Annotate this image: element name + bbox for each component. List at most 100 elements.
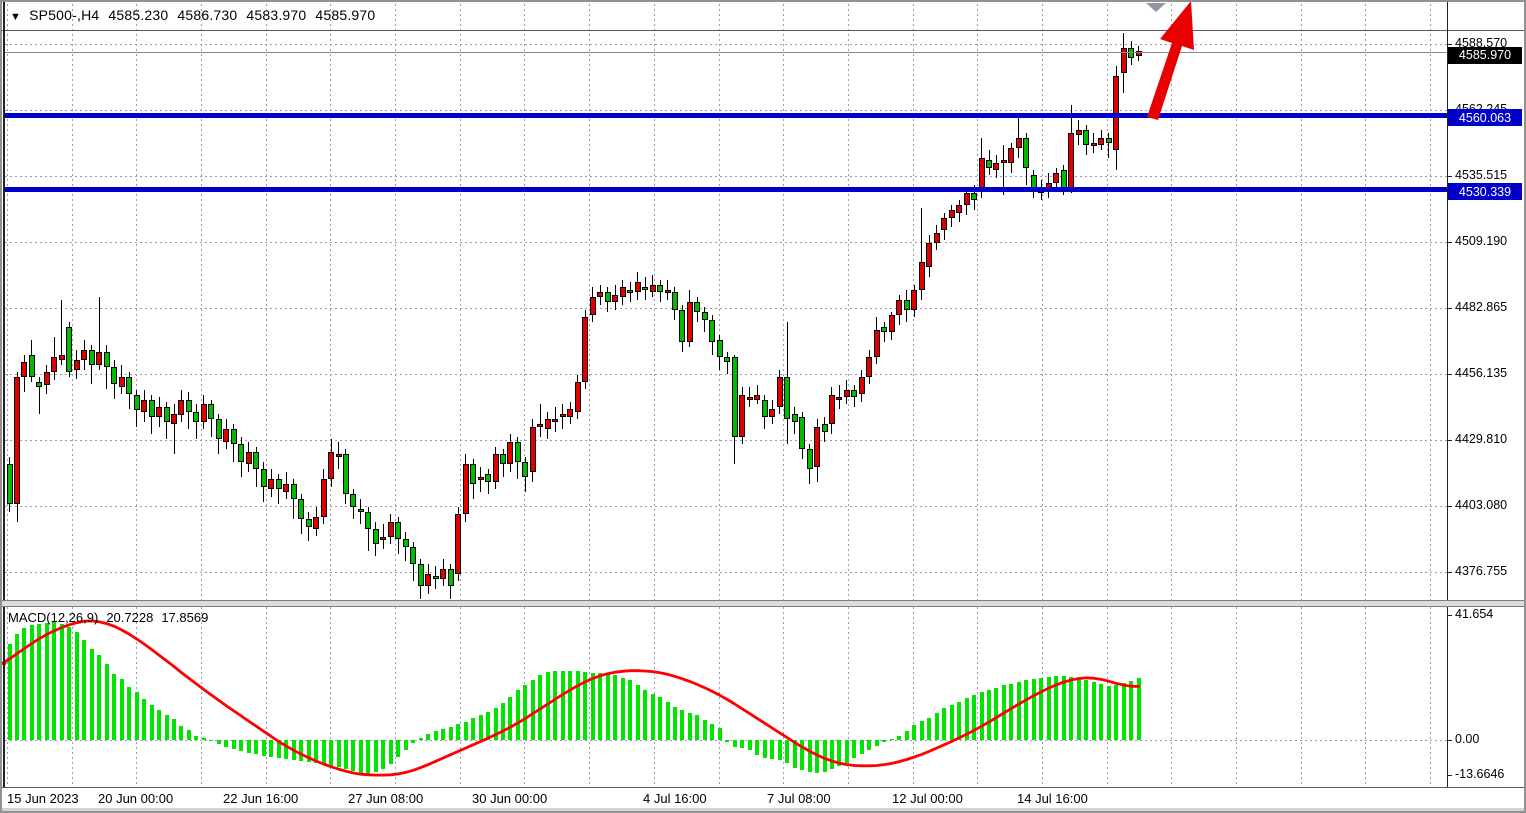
candle-up[interactable]	[814, 426, 820, 467]
candle-down[interactable]	[851, 389, 858, 397]
candle-down[interactable]	[671, 292, 678, 310]
horizontal-line-object[interactable]	[5, 187, 1447, 193]
candle-down[interactable]	[126, 377, 133, 395]
candle-up[interactable]	[245, 451, 252, 465]
candle-up[interactable]	[649, 284, 656, 293]
candle-down[interactable]	[694, 302, 701, 313]
candle-down[interactable]	[215, 419, 222, 440]
candle-down[interactable]	[986, 160, 992, 168]
candle-up[interactable]	[268, 479, 275, 490]
candle-up[interactable]	[96, 352, 103, 365]
candle-up[interactable]	[58, 354, 65, 360]
candle-down[interactable]	[357, 509, 364, 513]
horizontal-line-object[interactable]	[5, 113, 1447, 119]
candle-up[interactable]	[320, 479, 327, 517]
time-axis[interactable]: 15 Jun 2023 20 Jun 00:00 22 Jun 16:00 27 Ju…	[0, 788, 1526, 808]
candle-up[interactable]	[746, 397, 753, 400]
candle-down[interactable]	[724, 357, 731, 363]
candle-down[interactable]	[731, 357, 738, 437]
candle-up[interactable]	[739, 394, 746, 437]
candle-down[interactable]	[500, 454, 506, 465]
candle-up[interactable]	[73, 359, 80, 370]
candle-down[interactable]	[971, 192, 977, 201]
candle-up[interactable]	[1090, 142, 1097, 146]
candle-up[interactable]	[948, 210, 955, 218]
candle-down[interactable]	[799, 416, 805, 450]
candle-up[interactable]	[567, 409, 574, 417]
candle-up[interactable]	[918, 262, 925, 290]
candle-down[interactable]	[350, 494, 357, 507]
candle-up[interactable]	[933, 232, 940, 243]
candle-up[interactable]	[993, 162, 1000, 171]
candle-down[interactable]	[103, 352, 110, 368]
candle-down[interactable]	[402, 539, 409, 547]
candle-up[interactable]	[1135, 50, 1142, 56]
candle-down[interactable]	[903, 299, 910, 310]
candle-down[interactable]	[514, 441, 521, 462]
candle-up[interactable]	[664, 289, 671, 293]
candle-down[interactable]	[716, 339, 723, 358]
candle-up[interactable]	[574, 382, 581, 412]
candle-up[interactable]	[836, 397, 843, 400]
candle-down[interactable]	[784, 377, 791, 420]
price-axis[interactable]: 4588.5704562.2454535.5154509.1904482.865…	[1447, 0, 1526, 788]
candle-up[interactable]	[896, 299, 903, 315]
candle-up[interactable]	[462, 464, 469, 514]
candle-down[interactable]	[275, 479, 282, 490]
candle-up[interactable]	[529, 426, 536, 472]
candle-up[interactable]	[941, 217, 948, 231]
candle-down[interactable]	[1083, 130, 1090, 146]
candle-down[interactable]	[36, 382, 43, 387]
candle-up[interactable]	[477, 476, 484, 480]
candle-up[interactable]	[141, 399, 148, 412]
candle-up[interactable]	[963, 192, 970, 206]
candle-up[interactable]	[1068, 132, 1075, 188]
candle-up[interactable]	[754, 394, 761, 400]
candle-up[interactable]	[956, 205, 963, 213]
candle-up[interactable]	[1120, 48, 1127, 73]
candle-up[interactable]	[200, 404, 207, 422]
candle-up[interactable]	[425, 573, 432, 587]
candle-down[interactable]	[1030, 175, 1037, 188]
candle-down[interactable]	[1105, 137, 1112, 143]
candle-up[interactable]	[858, 377, 865, 395]
candle-down[interactable]	[28, 354, 35, 377]
candle-down[interactable]	[230, 429, 237, 445]
candle-down[interactable]	[163, 406, 170, 422]
candle-up[interactable]	[328, 451, 334, 480]
candle-up[interactable]	[537, 424, 544, 428]
candle-down[interactable]	[185, 399, 192, 412]
candle-down[interactable]	[642, 287, 648, 291]
candle-up[interactable]	[171, 414, 177, 425]
candle-down[interactable]	[305, 519, 312, 527]
candle-down[interactable]	[881, 327, 888, 333]
candle-up[interactable]	[1053, 172, 1060, 183]
candle-down[interactable]	[761, 399, 768, 417]
candle-down[interactable]	[806, 449, 813, 470]
candle-down[interactable]	[410, 546, 417, 564]
candle-down[interactable]	[238, 444, 245, 462]
candle-up[interactable]	[118, 377, 125, 387]
candle-down[interactable]	[133, 394, 140, 410]
candle-up[interactable]	[686, 302, 693, 343]
candle-down[interactable]	[791, 414, 798, 422]
candle-down[interactable]	[821, 424, 828, 432]
candle-up[interactable]	[380, 536, 387, 540]
candle-down[interactable]	[679, 309, 686, 343]
candle-up[interactable]	[1000, 160, 1007, 164]
candle-up[interactable]	[888, 314, 895, 333]
candle-up[interactable]	[597, 292, 604, 298]
candle-down[interactable]	[342, 454, 349, 495]
candle-down[interactable]	[208, 404, 215, 420]
candle-up[interactable]	[43, 372, 50, 385]
candle-down[interactable]	[701, 312, 708, 320]
price-chart-canvas[interactable]	[5, 0, 1447, 600]
candle-down[interactable]	[470, 464, 477, 485]
candle-down[interactable]	[417, 563, 424, 587]
candle-up[interactable]	[544, 419, 551, 430]
candle-down[interactable]	[1023, 137, 1030, 168]
candle-down[interactable]	[1128, 48, 1134, 59]
candle-down[interactable]	[372, 529, 379, 544]
candle-up[interactable]	[178, 399, 185, 415]
candle-up[interactable]	[873, 329, 880, 358]
